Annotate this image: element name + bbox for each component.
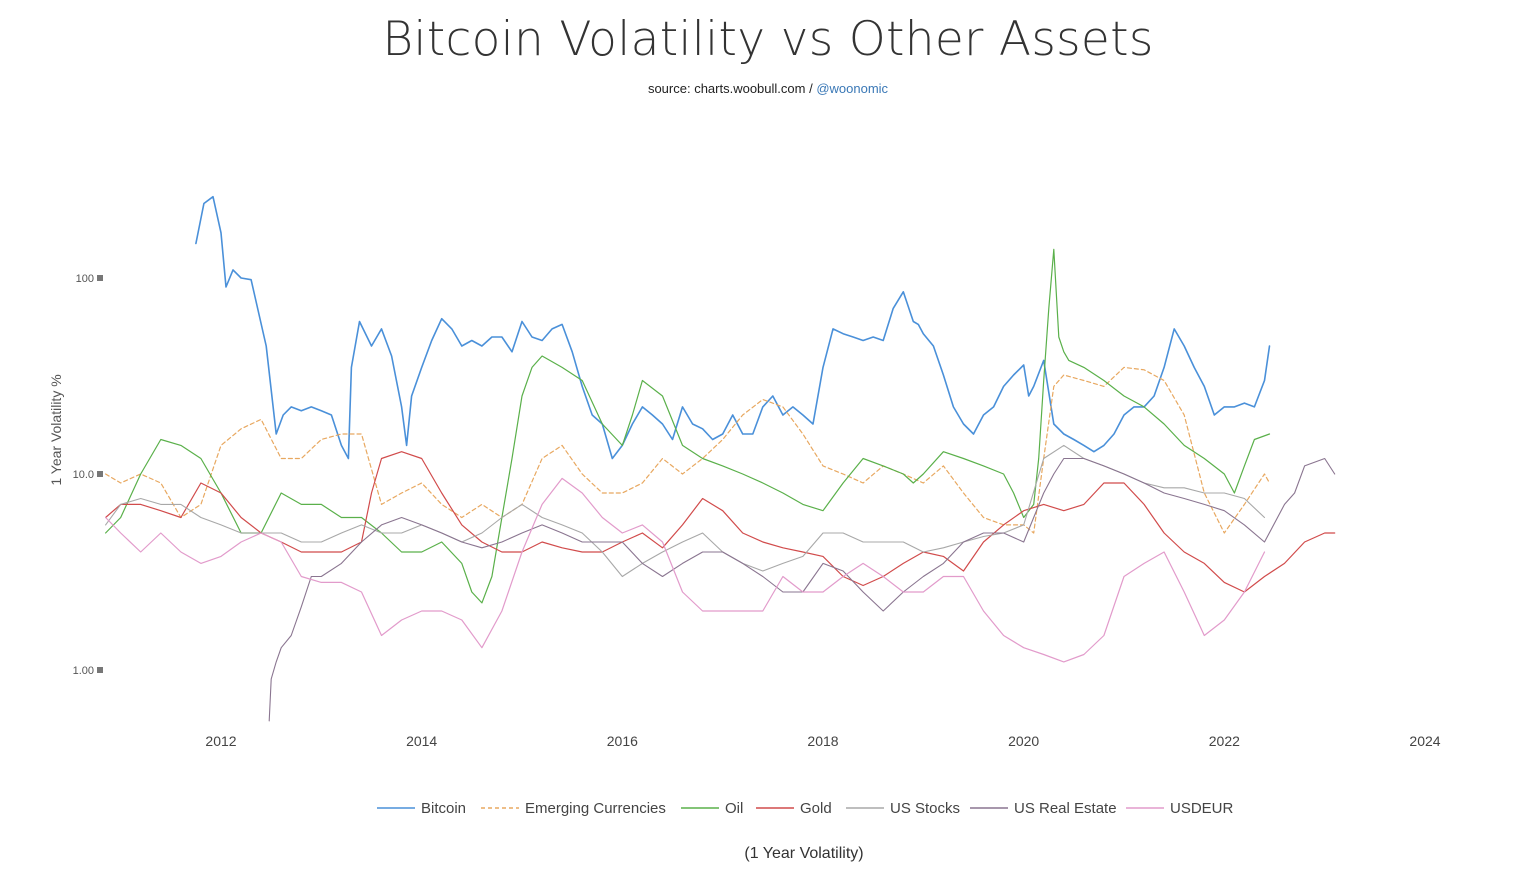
- legend-item[interactable]: Emerging Currencies: [481, 796, 666, 820]
- x-tick-label: 2024: [1409, 733, 1440, 749]
- chart-source: source: charts.woobull.com / @woonomic: [0, 81, 1536, 96]
- x-tick-label: 2014: [406, 733, 437, 749]
- legend-label: Bitcoin: [421, 799, 467, 817]
- legend-item[interactable]: Gold: [756, 796, 832, 820]
- legend-swatch: [846, 807, 884, 809]
- legend-item[interactable]: US Real Estate: [970, 796, 1117, 820]
- y-tick-mark: [97, 471, 103, 477]
- chart-caption: (1 Year Volatility): [744, 845, 864, 862]
- legend-item[interactable]: Bitcoin: [377, 796, 466, 820]
- legend-swatch: [756, 807, 794, 809]
- y-tick-mark: [97, 275, 103, 281]
- legend-label: Oil: [725, 799, 744, 817]
- y-tick-label: 10.0: [73, 469, 94, 481]
- x-tick-label: 2012: [205, 733, 236, 749]
- x-tick-label: 2020: [1008, 733, 1039, 749]
- legend-label: Gold: [800, 799, 832, 817]
- y-tick-label: 100: [76, 273, 94, 285]
- series-line-us-real-estate[interactable]: [268, 457, 1336, 722]
- series-line-us-stocks[interactable]: [105, 444, 1266, 578]
- y-tick-label: 1.00: [73, 665, 94, 677]
- series-line-usdeur[interactable]: [104, 477, 1266, 663]
- y-tick-mark: [97, 667, 103, 673]
- legend-label: Emerging Currencies: [525, 799, 666, 817]
- x-tick-label: 2022: [1209, 733, 1240, 749]
- legend-label: USDEUR: [1170, 799, 1234, 817]
- legend-label: US Real Estate: [1014, 799, 1117, 817]
- source-prefix: source: charts.woobull.com /: [647, 81, 817, 96]
- x-tick-label: 2018: [807, 733, 838, 749]
- series-line-bitcoin[interactable]: [195, 195, 1271, 460]
- axes: 1.00 10.0 100 2012 2014 2016 2018 2020 2022 2024 1…: [48, 273, 1441, 749]
- series-line-oil[interactable]: [104, 248, 1271, 604]
- legend-swatch: [970, 807, 1008, 809]
- y-axis-title: 1 Year Volatility %: [48, 374, 64, 485]
- legend-swatch: [1126, 807, 1164, 809]
- chart-title: Bitcoin Volatility vs Other Assets: [382, 12, 1154, 67]
- legend-swatch: [681, 807, 719, 809]
- legend-label: US Stocks: [890, 799, 961, 817]
- legend-swatch: [377, 807, 415, 809]
- series-lines: [104, 195, 1336, 722]
- series-line-gold[interactable]: [104, 451, 1336, 593]
- legend-swatch: [481, 807, 519, 809]
- legend-item[interactable]: USDEUR: [1126, 796, 1233, 820]
- legend-item[interactable]: US Stocks: [846, 796, 960, 820]
- series-line-emerging-currencies[interactable]: [104, 366, 1271, 534]
- legend-item[interactable]: Oil: [681, 796, 743, 820]
- source-link[interactable]: @woonomic: [816, 81, 889, 96]
- x-tick-label: 2016: [607, 733, 638, 749]
- legend: Bitcoin Emerging Currencies Oil Gold US Stoc…: [0, 796, 1536, 820]
